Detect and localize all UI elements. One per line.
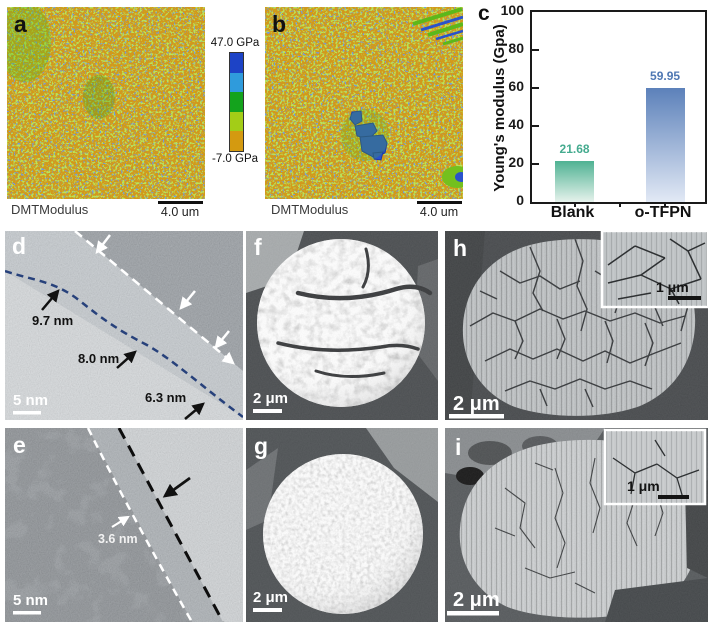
sem-cross-section-i: 1 μm i 2 μm (445, 428, 708, 622)
panel-label-c: c (478, 2, 490, 25)
thickness-label-1: 3.6 nm (98, 532, 138, 546)
tem-e-white-arrow (111, 515, 130, 528)
category-label: o-TFPN (634, 204, 692, 221)
scalebar-d-label: 5 nm (13, 392, 48, 409)
panel-label-h: h (453, 235, 467, 261)
afm-a-green-patch (83, 75, 115, 119)
afm-a-blue-speckle (7, 7, 205, 199)
inset-scalebar-h-label: 1 μm (656, 279, 689, 295)
panel-label-a: a (14, 11, 27, 37)
panel-label-e: e (13, 432, 26, 458)
sem-g-grain (246, 428, 438, 622)
x-tick-mark (664, 202, 667, 207)
scalebar-e (13, 611, 41, 615)
category-label: Blank (550, 204, 595, 221)
tem-e-black-arrow (162, 476, 191, 498)
thickness-label-3: 6.3 nm (145, 390, 186, 405)
y-tick-mark (532, 125, 539, 127)
tem-image-d: 9.7 nm 8.0 nm 6.3 nm d 5 nm (5, 231, 243, 420)
afm-b-green-halo (341, 109, 389, 161)
panel-label-d: d (12, 233, 26, 259)
tem-e-outer-boundary-dashed (117, 428, 225, 622)
afm-a-green-patch (7, 7, 51, 82)
scalebar-b-label: 4.0 um (419, 205, 459, 219)
scalebar-d (13, 411, 41, 415)
panel-label-g: g (254, 433, 268, 459)
y-axis-title: Young's modulus (Gpa) (491, 24, 508, 192)
sem-f-grain (246, 231, 438, 420)
thickness-label-2: 8.0 nm (78, 351, 119, 366)
y-tick-label: 60 (508, 78, 524, 94)
panel-label-i: i (455, 434, 461, 460)
colorbar-segment (230, 92, 243, 112)
inset-scalebar-h (668, 296, 701, 300)
y-tick-mark (532, 49, 539, 51)
thickness-label-1: 9.7 nm (32, 313, 73, 328)
afm-b-corner-streaks (412, 7, 463, 46)
x-tick-mark (573, 202, 576, 207)
bar-value-label: 59.95 (650, 69, 681, 84)
colorbar-min-label: -7.0 GPa (211, 153, 259, 165)
map-type-label-b: DMTModulus (271, 202, 349, 217)
scalebar-a-label: 4.0 um (160, 205, 200, 219)
afm-b-bottom-right-patch (442, 166, 463, 188)
y-tick-mark (532, 163, 539, 165)
tem-d-white-arrows (95, 234, 230, 349)
sem-i-inset: 1 μm (603, 428, 707, 506)
afm-map-b: b (265, 7, 463, 199)
tem-image-e: 3.6 nm e 5 nm (5, 428, 243, 622)
panel-label-b: b (272, 11, 286, 37)
colorbar-max-label: 47.0 GPa (210, 37, 260, 49)
sem-cross-section-h: 1 μm h 2 μm (445, 231, 708, 420)
tem-d-black-arrows (41, 289, 205, 420)
sem-i-inset-grain-boundaries (612, 439, 700, 499)
bar-o-TFPN (645, 88, 685, 202)
bar-value-label: 21.68 (559, 141, 590, 156)
scalebar-i-label: 2 μm (453, 589, 500, 611)
colorbar-segment (230, 53, 243, 73)
afm-b-soft-inclusion (349, 110, 388, 161)
afm-b-blue-speckle (265, 7, 463, 199)
afm-colorbar (229, 52, 244, 152)
x-tick-mark (618, 202, 621, 207)
bar-chart-plot: 21.68 59.95 (530, 10, 707, 207)
afm-map-a: a (7, 7, 205, 199)
colorbar-segment (230, 72, 243, 93)
y-tick-label: 0 (516, 192, 524, 208)
tem-e-inner-boundary-dashed (86, 428, 194, 622)
scalebar-e-label: 5 nm (13, 592, 48, 609)
inset-scalebar-i (658, 495, 689, 499)
scalebar-f-label: 2 μm (253, 390, 288, 407)
tem-d-inner-boundary-dashed (5, 269, 243, 419)
sem-h-inset: 1 μm (600, 231, 708, 309)
scalebar-f (253, 409, 282, 413)
y-tick-label: 40 (508, 116, 524, 132)
inset-scalebar-i-label: 1 μm (627, 478, 660, 494)
scalebar-g-label: 2 μm (253, 589, 288, 606)
sem-image-g: g 2 μm (246, 428, 438, 622)
sem-image-f: f 2 μm (246, 231, 438, 420)
scalebar-a (158, 201, 203, 204)
y-tick-mark (532, 87, 539, 89)
scalebar-g (253, 608, 282, 612)
y-tick-label: 80 (508, 40, 524, 56)
scalebar-i (447, 611, 499, 616)
bar-Blank (555, 160, 595, 202)
map-type-label-a: DMTModulus (11, 202, 89, 217)
colorbar-segment (230, 131, 243, 151)
scalebar-b (417, 201, 462, 204)
scalebar-h-label: 2 μm (453, 393, 500, 415)
scalebar-h (449, 414, 504, 419)
tem-d-grain (5, 231, 243, 420)
y-tick-label: 100 (500, 2, 524, 18)
y-tick-label: 20 (508, 154, 524, 170)
panel-label-f: f (254, 234, 262, 260)
colorbar-segment (230, 111, 243, 132)
panel-c: c Young's modulus (Gpa) 21.68 59.95 0 20 40… (470, 0, 708, 229)
